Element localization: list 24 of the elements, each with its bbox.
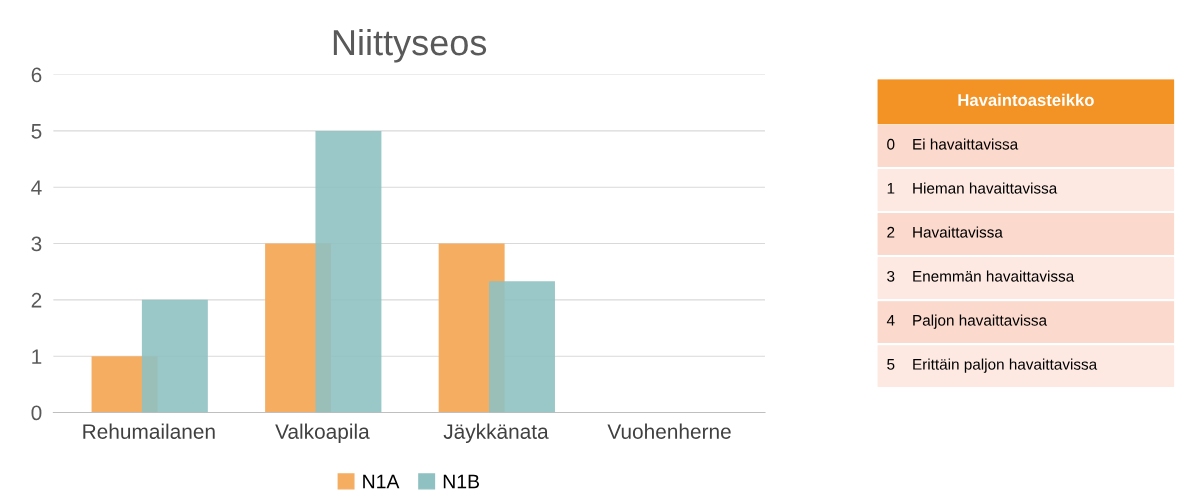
text: 2 Havaittavissa (887, 226, 1003, 238)
bar (489, 281, 555, 413)
bar (141, 299, 208, 413)
x-tick-label: Jäykkänata (443, 423, 549, 444)
x-tick-label: Rehumailanen (83, 423, 215, 439)
y-tick-label: 3 (31, 236, 42, 252)
text: 5 Erittäin paljon havaittavissa (887, 358, 1098, 373)
text: 4 Paljon havaittavissa (886, 314, 1048, 329)
y-tick-label: 6 (31, 67, 42, 83)
text: 3 Enemmän havaittavissa (887, 270, 1075, 282)
y-tick-label: 0 (31, 405, 42, 421)
y-tick-label: 4 (31, 180, 42, 195)
x-tick-label: Vuohenherne (607, 423, 731, 439)
bar (315, 130, 382, 413)
y-tick-label: 2 (31, 292, 42, 308)
y-tick-label: 5 (31, 124, 42, 139)
legend-label: N1B (443, 474, 480, 489)
text: 0 Ei havaittavissa (887, 138, 1019, 150)
text: Havaintoasteikko (958, 93, 1094, 106)
legend-label: N1A (363, 474, 400, 489)
chart-title: Niittyseos (333, 28, 487, 63)
y-tick-label: 1 (32, 349, 42, 364)
text: 1 Hieman havaittavissa (887, 182, 1058, 194)
x-tick-label: Valkoapila (275, 423, 370, 444)
